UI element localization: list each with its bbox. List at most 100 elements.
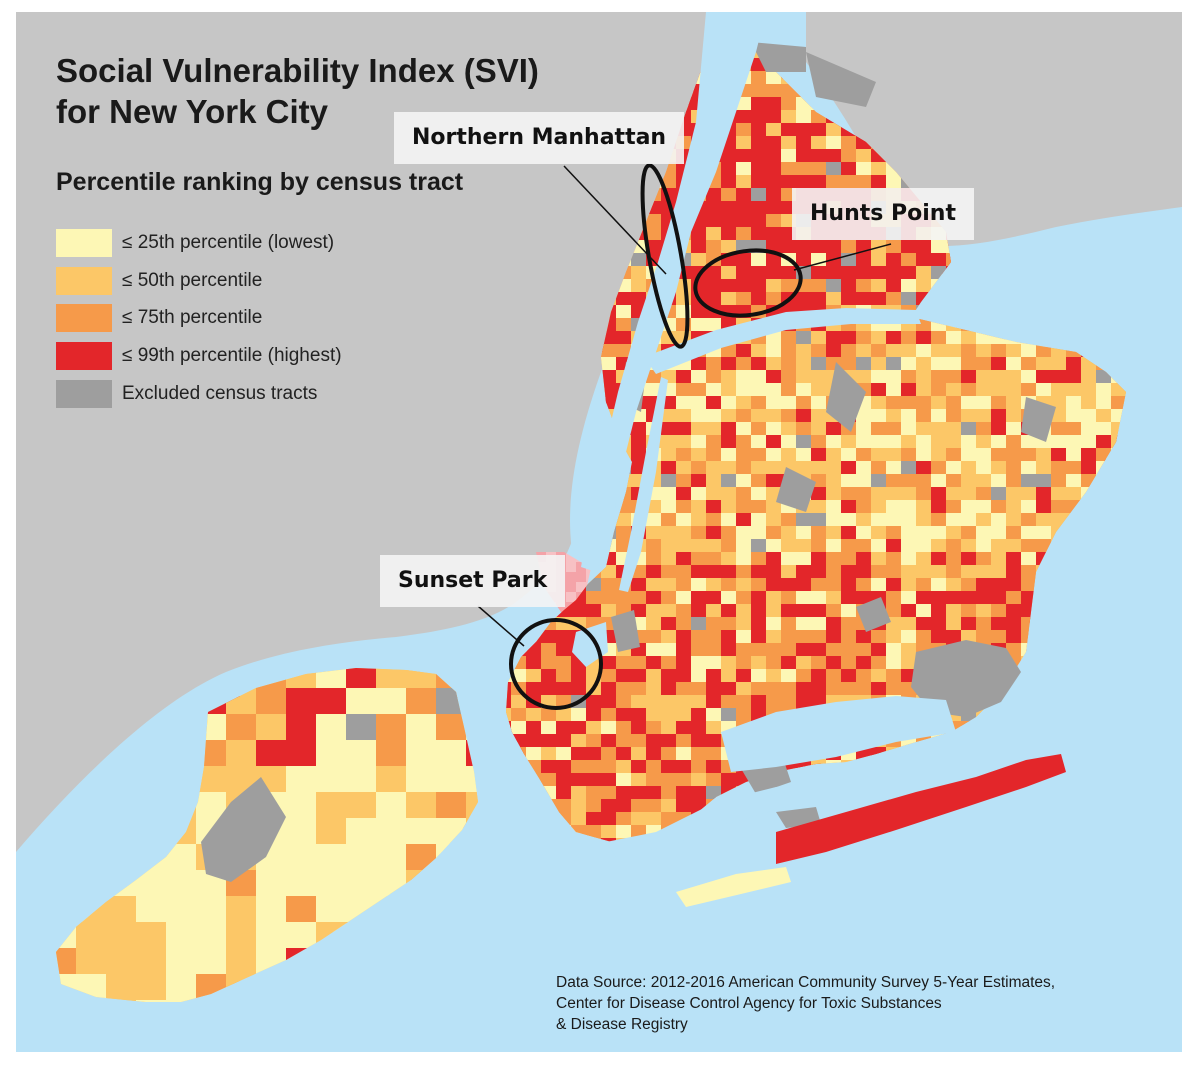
census-tract — [286, 922, 316, 948]
census-tract — [286, 818, 316, 844]
excluded-area — [911, 640, 1021, 717]
census-tract — [1021, 383, 1036, 396]
census-tract — [676, 630, 691, 643]
census-tract — [736, 682, 751, 695]
census-tract — [766, 695, 781, 708]
census-tract — [631, 591, 646, 604]
census-tract — [931, 422, 946, 435]
census-tract — [931, 539, 946, 552]
census-tract — [871, 669, 886, 682]
census-tract — [706, 786, 721, 799]
census-tract — [961, 370, 976, 383]
coney-island-strip — [676, 867, 791, 907]
census-tract — [676, 370, 691, 383]
census-tract — [1006, 396, 1021, 409]
svi-map — [16, 12, 1182, 1052]
census-tract — [376, 766, 406, 792]
census-tract — [751, 188, 766, 201]
census-tract — [871, 500, 886, 513]
census-tract — [781, 539, 796, 552]
census-tract — [1006, 422, 1021, 435]
callout-hunts-point: Hunts Point — [792, 188, 974, 240]
census-tract — [781, 422, 796, 435]
census-tract — [991, 630, 1006, 643]
census-tract — [916, 448, 931, 461]
census-tract — [991, 513, 1006, 526]
census-tract — [691, 500, 706, 513]
census-tract — [871, 552, 886, 565]
census-tract — [706, 669, 721, 682]
census-tract — [826, 552, 841, 565]
census-tract — [841, 487, 856, 500]
census-tract — [901, 552, 916, 565]
census-tract — [721, 448, 736, 461]
census-tract — [556, 643, 571, 656]
census-tract — [676, 396, 691, 409]
census-tract — [931, 604, 946, 617]
census-tract — [991, 461, 1006, 474]
river — [581, 12, 766, 572]
census-tract — [811, 526, 826, 539]
census-tract — [766, 448, 781, 461]
census-tract — [721, 201, 736, 214]
census-tract — [886, 552, 901, 565]
census-tract — [916, 526, 931, 539]
census-tract — [766, 214, 781, 227]
census-tract — [646, 539, 661, 552]
census-tract — [1036, 344, 1051, 357]
census-tract — [856, 149, 871, 162]
map-title-line-1: Social Vulnerability Index (SVI) — [56, 52, 539, 89]
census-tract — [946, 409, 961, 422]
census-tract — [541, 721, 556, 734]
census-tract — [901, 630, 916, 643]
river — [721, 696, 956, 772]
census-tract — [871, 344, 886, 357]
census-tract — [676, 448, 691, 461]
census-tract — [691, 435, 706, 448]
census-tract — [946, 604, 961, 617]
nj-shading — [566, 562, 576, 572]
census-tract — [871, 656, 886, 669]
census-tract — [856, 435, 871, 448]
legend-label-highest: ≤ 99th percentile (highest) — [122, 345, 342, 366]
census-tract — [826, 175, 841, 188]
census-tract — [781, 370, 796, 383]
census-tract — [871, 240, 886, 253]
census-tract — [706, 435, 721, 448]
census-tract — [796, 617, 811, 630]
census-tract — [406, 740, 436, 766]
census-tract — [1021, 591, 1036, 604]
census-tract — [676, 786, 691, 799]
census-tract — [1021, 565, 1036, 578]
census-tract — [976, 617, 991, 630]
nj-shading — [576, 582, 586, 592]
census-tract — [766, 552, 781, 565]
census-tract — [1006, 370, 1021, 383]
census-tract — [196, 948, 226, 974]
census-tract — [706, 448, 721, 461]
census-tract — [841, 474, 856, 487]
census-tract — [661, 565, 676, 578]
census-tract — [856, 448, 871, 461]
census-tract — [766, 682, 781, 695]
census-tract — [286, 714, 316, 740]
census-tract — [811, 565, 826, 578]
census-tract — [541, 682, 556, 695]
census-tract — [856, 279, 871, 292]
census-tract — [781, 409, 796, 422]
census-tract — [871, 630, 886, 643]
census-tract — [841, 669, 856, 682]
census-tract — [751, 513, 766, 526]
census-tract — [691, 565, 706, 578]
census-tract — [901, 396, 916, 409]
census-tract — [646, 760, 661, 773]
census-tract — [841, 500, 856, 513]
census-tract — [556, 630, 571, 643]
census-tract — [946, 370, 961, 383]
census-tract — [751, 474, 766, 487]
census-tract — [841, 162, 856, 175]
census-tract — [691, 760, 706, 773]
census-tract — [646, 682, 661, 695]
census-tract — [661, 617, 676, 630]
census-tract — [256, 740, 286, 766]
